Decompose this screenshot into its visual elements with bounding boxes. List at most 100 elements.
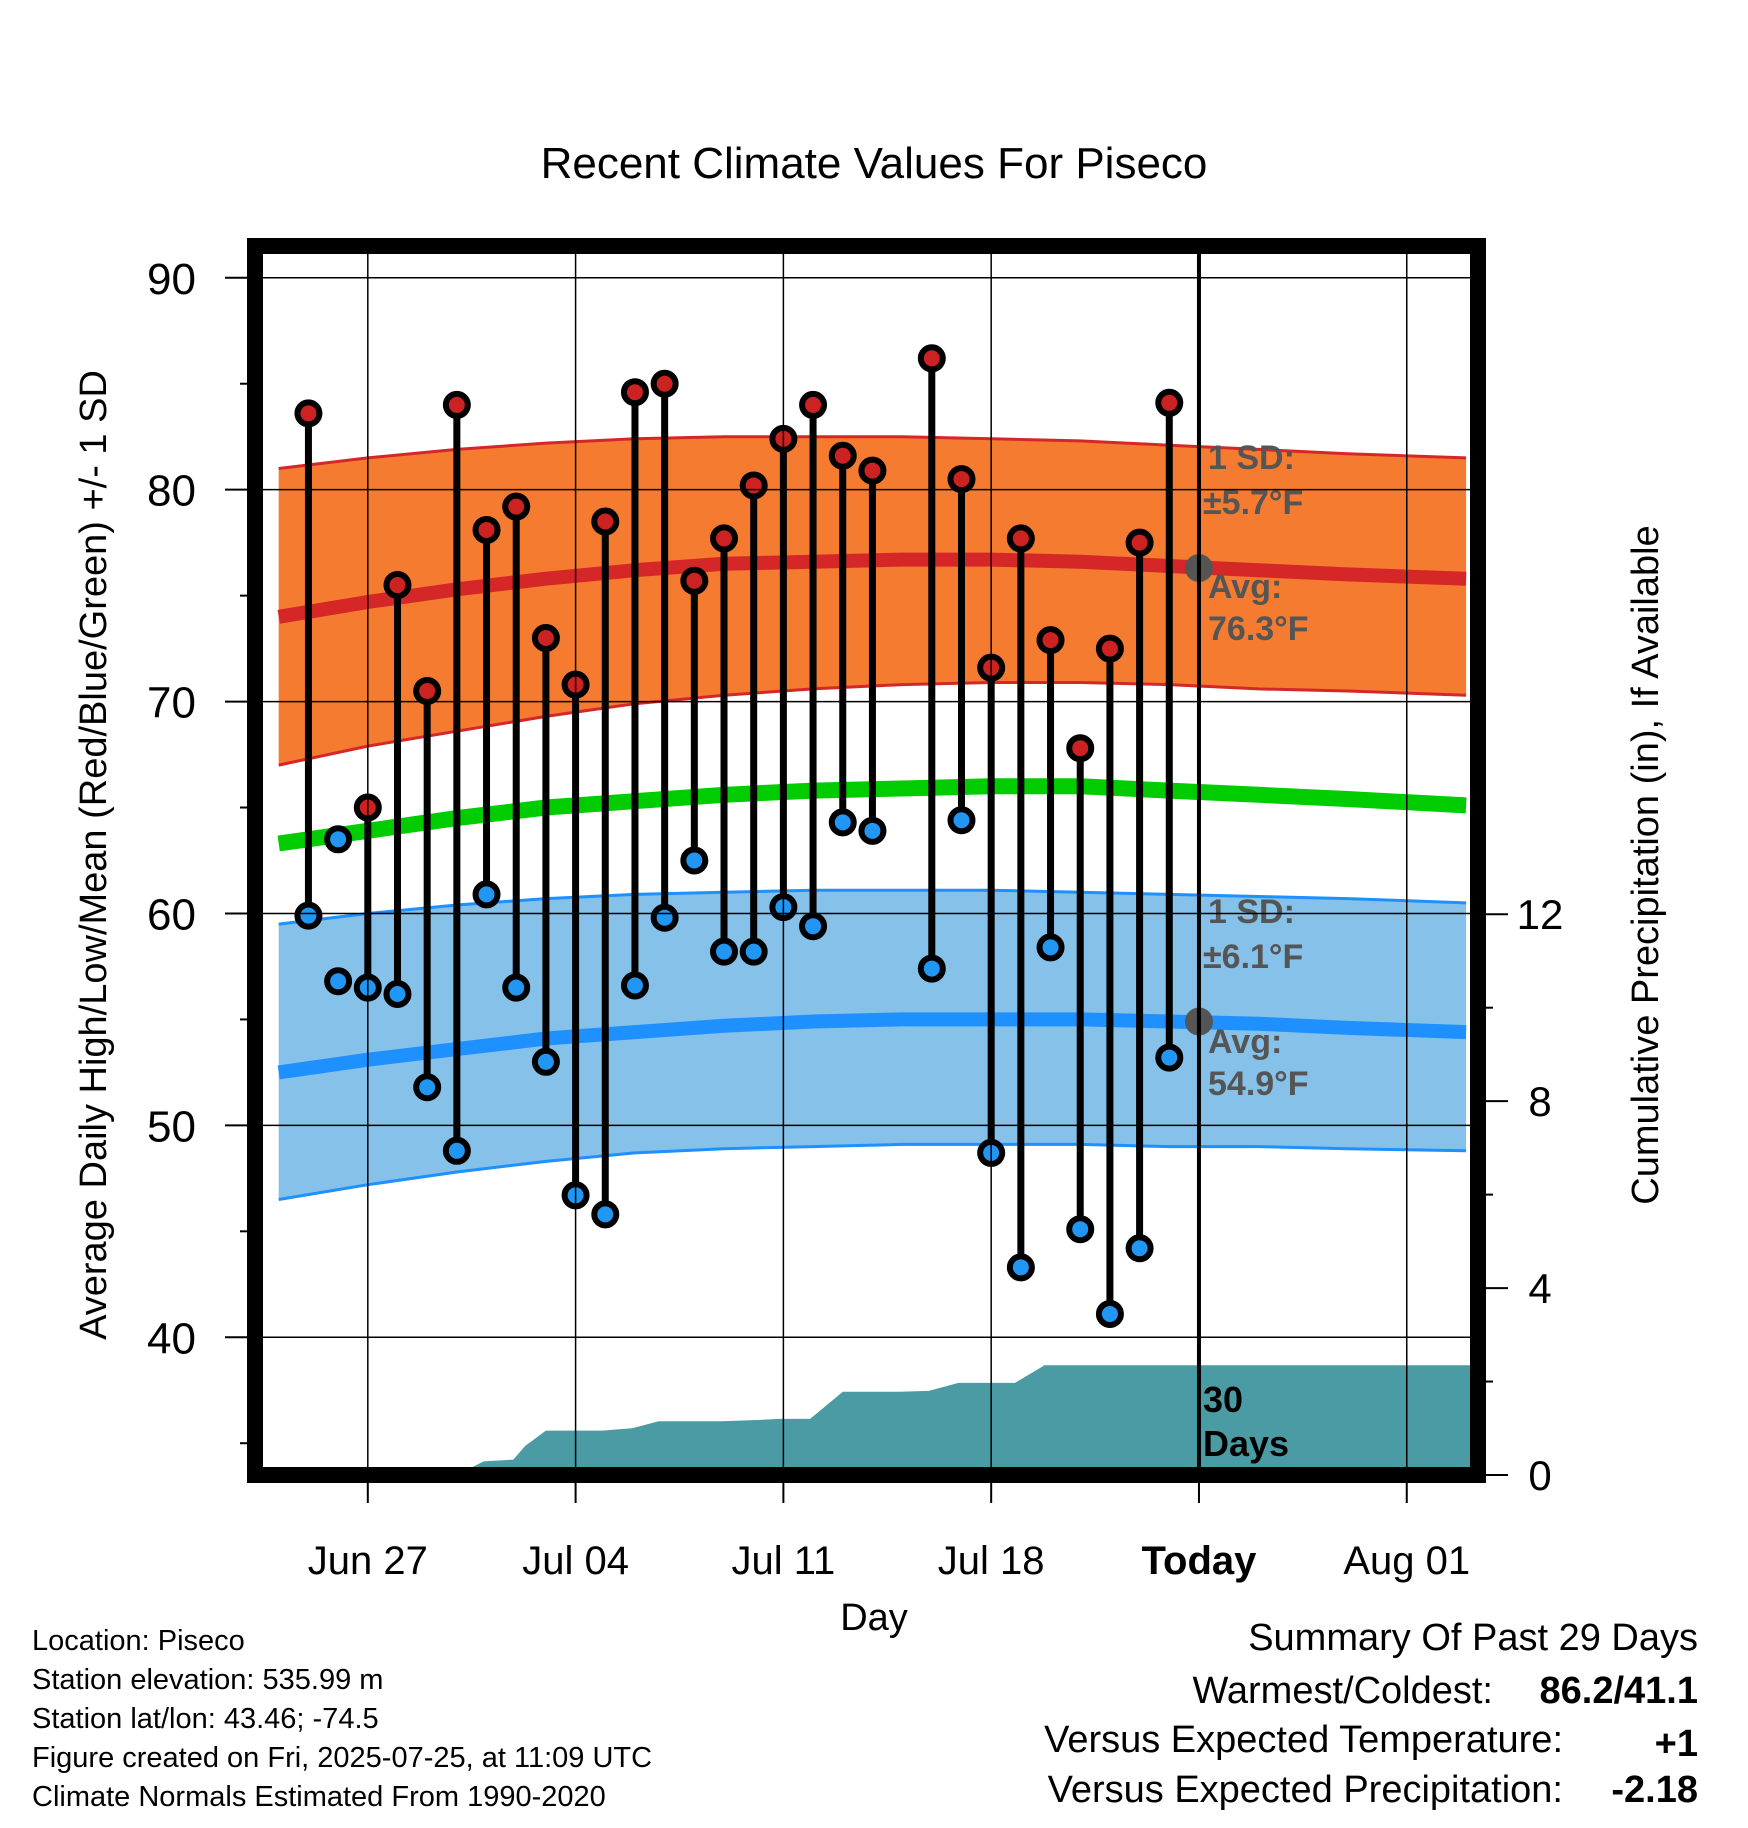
daily-high-point [294,399,323,428]
daily-high-point [1125,528,1154,557]
high-sd-upper-line [278,435,1467,470]
daily-low-point [591,1200,620,1229]
low-sd-upper-line [278,888,1467,926]
daily-low-point [1006,1253,1035,1282]
x-tick-label: Jul 18 [938,1539,1045,1583]
daily-low-point [472,880,501,909]
x-tick-label: Jul 11 [731,1539,835,1583]
summary-precip-label: Versus Expected Precipitation: [1048,1769,1563,1811]
daily-high-point [858,456,887,485]
y-tick-label: 70 [147,679,196,728]
footer-elevation: Station elevation: 535.99 m [32,1664,383,1696]
avg-mean-line [277,778,1467,852]
low-sd-value: ±6.1°F [1203,938,1303,976]
summary-warm-cold-label: Warmest/Coldest: [1192,1670,1493,1712]
daily-low-point [324,825,353,854]
daily-low-point [1066,1215,1095,1244]
footer-latlon: Station lat/lon: 43.46; -74.5 [32,1703,379,1735]
high-sd-lower-line [278,681,1467,767]
y-tick-label: 80 [147,467,196,516]
daily-low-point [324,967,353,996]
daily-low-point [917,954,946,983]
y-axis-label: Average Daily High/Low/Mean (Red/Blue/Gr… [73,370,115,1340]
y-tick-label: 40 [147,1314,196,1363]
daily-high-point [828,441,857,470]
days-label-text: Days [1203,1423,1289,1464]
avg-low-line [277,1012,1467,1080]
high-sd-label: 1 SD: [1208,439,1295,477]
daily-low-point [502,973,531,1002]
summary-warm-cold-value: 86.2/41.1 [1540,1670,1698,1712]
y-tick-label: 50 [147,1102,196,1151]
daily-low-point [828,808,857,837]
low-avg-label: Avg: [1208,1023,1282,1061]
x-tick-label: Jul 04 [522,1539,629,1583]
plot-frame [247,238,1486,1483]
summary-precip-value: -2.18 [1611,1769,1698,1811]
low-avg-value: 54.9°F [1208,1065,1309,1103]
avg-high-line [277,552,1467,624]
summary-title: Summary Of Past 29 Days [1248,1617,1698,1659]
footer-location: Location: Piseco [32,1625,245,1657]
y2-axis-label: Cumulative Precipitation (in), If Availa… [1625,525,1667,1204]
low-sd-label: 1 SD: [1208,893,1295,931]
daily-high-point [739,471,768,500]
daily-low-point [383,979,412,1008]
daily-high-point [442,390,471,419]
y-tick-label: 90 [147,255,196,304]
high-avg-label: Avg: [1208,568,1282,606]
daily-low-point [947,806,976,835]
daily-low-point [620,971,649,1000]
y2-tick-label: 8 [1528,1078,1551,1125]
daily-low-point [1155,1043,1184,1072]
daily-low-point [1095,1299,1124,1328]
daily-low-point [799,912,828,941]
daily-high-point [799,390,828,419]
summary-temp-value: +1 [1655,1723,1698,1765]
daily-low-point [1036,933,1065,962]
daily-high-point [620,378,649,407]
daily-low-point [710,937,739,966]
footer-created: Figure created on Fri, 2025-07-25, at 11… [32,1742,652,1774]
daily-low-point [650,903,679,932]
daily-low-point [531,1047,560,1076]
daily-low-point [294,901,323,930]
x-tick-label: Aug 01 [1343,1539,1470,1583]
daily-low-point [739,937,768,966]
daily-low-point [680,846,709,875]
daily-high-point [947,465,976,494]
daily-high-point [1006,524,1035,553]
y2-tick-label: 0 [1528,1452,1551,1499]
daily-high-point [680,566,709,595]
daily-low-point [1125,1234,1154,1263]
daily-high-point [591,507,620,536]
footer-normals: Climate Normals Estimated From 1990-2020 [32,1781,606,1813]
x-axis-label: Day [840,1597,908,1639]
high-avg-value: 76.3°F [1208,610,1309,648]
daily-high-point [1066,734,1095,763]
daily-high-point [472,515,501,544]
daily-high-point [1036,626,1065,655]
daily-high-point [383,571,412,600]
y2-tick-label: 4 [1528,1265,1551,1312]
daily-high-point [1095,634,1124,663]
daily-high-point [502,492,531,521]
daily-high-point [710,524,739,553]
x-tick-label: Today [1142,1539,1258,1583]
daily-low-point [442,1136,471,1165]
x-tick-label: Jun 27 [308,1539,428,1583]
daily-high-point [650,369,679,398]
daily-high-point [1155,388,1184,417]
daily-high-point [413,676,442,705]
y-tick-label: 60 [147,890,196,939]
daily-high-point [917,344,946,373]
precip-area [255,1365,1478,1475]
low-sd-lower-line [278,1142,1467,1201]
daily-high-point [531,624,560,653]
chart-title: Recent Climate Values For Piseco [541,139,1208,188]
daily-low-point [858,816,887,845]
days-label-number: 30 [1203,1379,1243,1420]
y2-tick-label: 12 [1517,891,1564,938]
